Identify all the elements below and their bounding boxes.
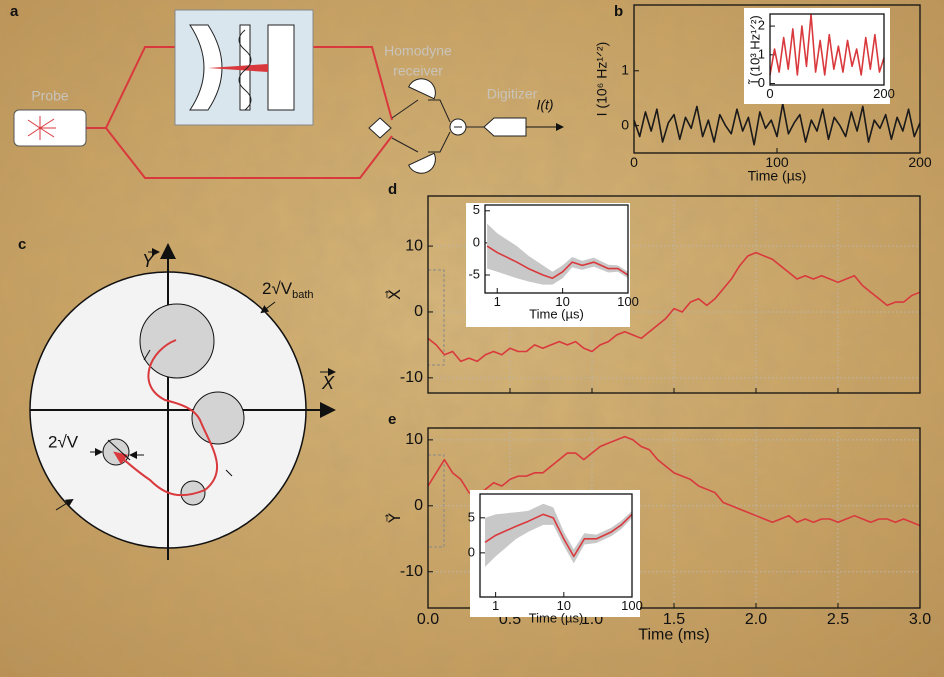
pointer	[260, 301, 276, 314]
laser-star	[27, 116, 56, 140]
cavity-beam	[208, 64, 268, 72]
y-axis-label: Y	[142, 251, 156, 271]
probe-label: Probe	[31, 88, 69, 104]
x-tick-label: 100	[621, 598, 643, 613]
bath-label: 2√Vbath	[262, 279, 314, 300]
x-tick-label: 100	[765, 154, 789, 170]
beam-splitter	[368, 117, 392, 139]
x-tick-label: 200	[908, 154, 932, 170]
data-line	[486, 245, 629, 280]
digitizer	[483, 117, 527, 137]
x-tick-label: 3.0	[909, 611, 931, 628]
y-tick-label: 10	[405, 237, 423, 254]
x-tick-label: 1	[494, 294, 501, 309]
y-tick-label: 1	[758, 46, 765, 61]
axes-frame	[479, 493, 633, 598]
axes-frame	[633, 4, 921, 154]
x-tick-label: 2.0	[745, 611, 767, 628]
y-tick-label: 0	[621, 116, 629, 132]
confidence-band	[485, 503, 632, 567]
mode-shape	[238, 29, 252, 111]
x-axis-label: Time (µs)	[748, 168, 807, 184]
x-axis-label: Time (µs)	[529, 307, 584, 322]
mirror	[189, 24, 223, 111]
panel-label: d	[388, 181, 397, 198]
x-tick-label: 100	[617, 294, 639, 309]
x-tick-label: 0	[766, 86, 773, 101]
beam-path	[86, 46, 393, 179]
y-axis-label: Ĩ (10³ Hz¹ᐟ²)	[747, 15, 762, 84]
wires	[428, 99, 484, 153]
x-tick-label: 10	[557, 598, 571, 613]
data-line	[484, 513, 633, 558]
arrow-pointers	[107, 349, 233, 477]
y-tick-label: 0	[468, 544, 475, 559]
panel-label: e	[388, 411, 396, 428]
y-axis-label: X⃗	[384, 289, 404, 300]
signal-label: I(t)	[536, 97, 553, 113]
axes-frame	[427, 427, 921, 609]
bath-label-text: 2√V	[262, 279, 293, 298]
x-axis-label: Time (ms)	[638, 626, 709, 643]
panel-c: c Y X 2√Vbath 2√V	[18, 236, 336, 560]
beam-lines	[391, 99, 419, 153]
panel-a: a Probe Homodyne receiver Digitizer I(t)	[10, 3, 564, 179]
y-tick-label: 5	[468, 509, 475, 524]
detector	[408, 152, 436, 174]
variance-label: 2√V	[48, 432, 79, 451]
x-axis-label: X	[321, 373, 335, 393]
zoom-box	[427, 269, 445, 366]
y-tick-label: 0	[414, 303, 423, 320]
x-axis-label: Time (µs)	[529, 611, 584, 626]
y-tick-label: 2	[758, 18, 765, 33]
x-tick-label: 10	[555, 294, 569, 309]
y-tick-label: 0	[414, 497, 423, 514]
panel-label: c	[18, 236, 26, 253]
x-tick-label: 0.0	[417, 611, 439, 628]
confidence-band	[487, 223, 628, 285]
y-tick-label: -10	[400, 369, 423, 386]
bath-subscript: bath	[292, 289, 313, 301]
panel-label: b	[614, 3, 623, 20]
x-tick-label: 200	[873, 86, 895, 101]
axes-frame	[427, 195, 921, 394]
y-tick-label: -5	[468, 266, 480, 281]
mirror	[267, 24, 295, 111]
x-tick-label: 1.5	[663, 611, 685, 628]
inset-background	[744, 8, 890, 104]
receiver-label: receiver	[393, 63, 443, 79]
y-tick-label: 10	[405, 431, 423, 448]
pointer	[55, 498, 74, 511]
data-line	[427, 435, 921, 527]
y-tick-label: 1	[621, 61, 629, 77]
receiver-label: Homodyne	[384, 43, 452, 59]
x-tick-label: 2.5	[827, 611, 849, 628]
detector	[408, 78, 436, 100]
data-line	[427, 251, 921, 363]
panel-label: a	[10, 3, 19, 20]
data-line	[769, 13, 885, 76]
y-tick-label: -10	[400, 563, 423, 580]
trajectory	[113, 339, 218, 497]
x-tick-label: 0	[630, 154, 638, 170]
digitizer-label: Digitizer	[487, 86, 538, 102]
axes-frame	[484, 204, 629, 294]
y-axis-label: Y⃗	[384, 513, 404, 524]
state-circle	[139, 303, 215, 379]
x-tick-label: 1	[492, 598, 499, 613]
y-tick-label: 0	[758, 75, 765, 90]
axes-frame	[769, 13, 885, 86]
y-tick-label: 5	[473, 202, 480, 217]
y-axis-label: I (10⁶ Hz¹ᐟ²)	[594, 42, 610, 117]
data-line	[633, 102, 921, 146]
y-tick-label: 0	[473, 234, 480, 249]
